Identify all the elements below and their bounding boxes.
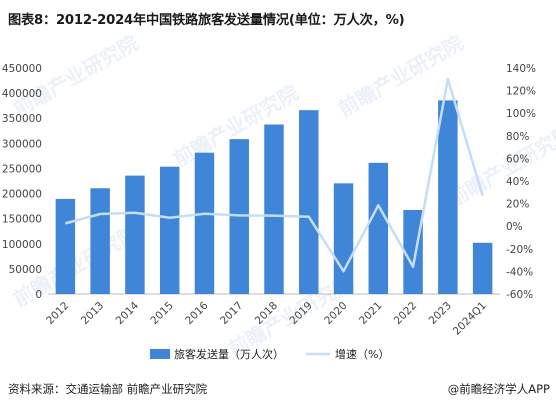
bar [194, 152, 215, 294]
bar [403, 209, 423, 294]
y-right-tick-label: 80% [506, 131, 529, 143]
y-right-tick-label: -40% [506, 266, 533, 278]
brand-label: @前瞻经济学人APP [447, 382, 550, 396]
legend-bar-label: 旅客发送量（万人次） [174, 347, 284, 361]
y-left-tick-label: 250000 [2, 163, 42, 175]
y-left-tick-label: 0 [35, 289, 42, 301]
x-tick-label: 2016 [183, 299, 211, 327]
x-tick-label: 2017 [218, 300, 245, 327]
bar [472, 242, 493, 294]
growth-line [65, 77, 484, 273]
x-tick-label: 2015 [148, 300, 175, 327]
source-note: 资料来源：交通运输部 前瞻产业研究院 [8, 382, 208, 396]
y-left-tick-label: 50000 [9, 264, 42, 276]
bar [125, 175, 145, 294]
bar [55, 198, 76, 294]
chart-title: 图表8：2012-2024年中国铁路旅客发送量情况(单位：万人次，%) [8, 13, 405, 28]
y-right-tick-label: -60% [506, 289, 533, 301]
y-right-tick-label: 0% [506, 221, 523, 233]
y-right-tick-label: 60% [506, 153, 529, 165]
bar [299, 110, 319, 294]
y-left-tick-label: 200000 [2, 189, 42, 201]
bar [368, 162, 389, 294]
y-left-tick-label: 450000 [2, 63, 42, 75]
bar [333, 183, 354, 294]
y-left-tick-label: 100000 [2, 239, 42, 251]
bar [264, 124, 284, 295]
y-right-tick-label: 140% [506, 63, 536, 75]
x-tick-label: 2014 [114, 299, 142, 327]
x-tick-label: 2013 [79, 300, 106, 327]
x-tick-label: 2022 [392, 300, 419, 327]
legend-bar-swatch [150, 349, 170, 359]
x-tick-label: 2020 [322, 300, 349, 327]
x-tick-label: 2019 [288, 300, 315, 327]
x-tick-label: 2018 [253, 300, 280, 327]
x-tick-label: 2023 [427, 300, 454, 327]
y-right-tick-label: 40% [506, 176, 529, 188]
bar [90, 188, 110, 294]
y-left-tick-label: 300000 [2, 138, 42, 150]
y-right-tick-label: 120% [506, 86, 536, 98]
y-left-tick-label: 350000 [2, 113, 42, 125]
x-tick-label: 2012 [44, 300, 71, 327]
x-tick-label: 2024Q1 [451, 300, 489, 338]
bar [159, 166, 180, 294]
legend-line-label: 增速（%） [335, 347, 389, 361]
legend: 旅客发送量（万人次） 增速（%） [150, 347, 389, 361]
y-right-tick-label: -20% [506, 244, 533, 256]
y-left-tick-label: 150000 [2, 214, 42, 226]
y-right-tick-label: 20% [506, 199, 529, 211]
y-right-tick-label: 100% [506, 108, 536, 120]
y-left-tick-label: 400000 [2, 88, 42, 100]
bar [438, 100, 458, 294]
x-tick-label: 2021 [357, 300, 384, 327]
